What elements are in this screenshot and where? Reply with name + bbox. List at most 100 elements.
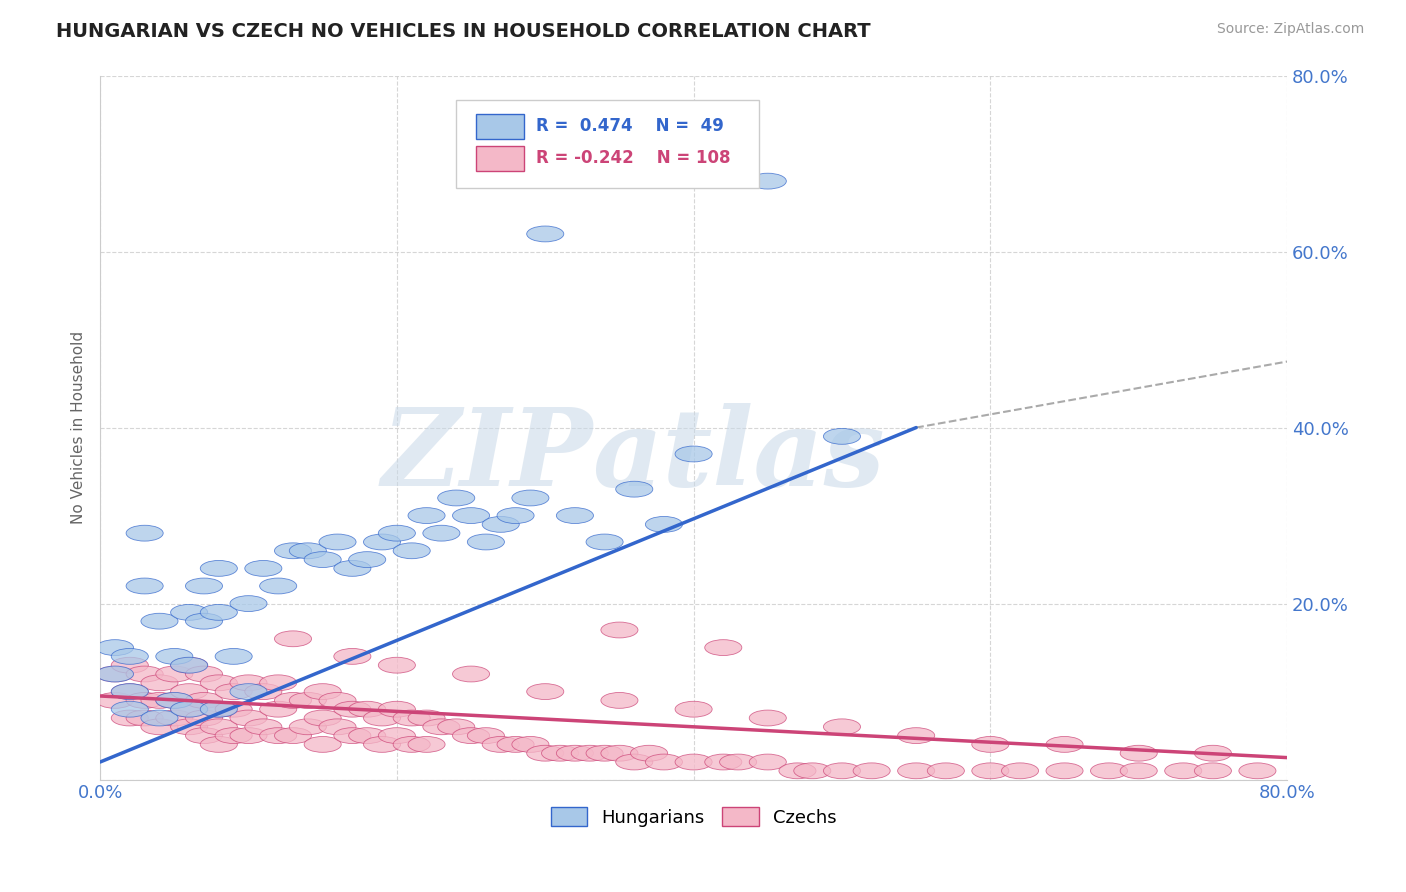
Ellipse shape <box>423 525 460 541</box>
Ellipse shape <box>378 701 415 717</box>
Ellipse shape <box>749 710 786 726</box>
Ellipse shape <box>467 534 505 549</box>
Ellipse shape <box>170 683 208 699</box>
Ellipse shape <box>260 675 297 690</box>
Ellipse shape <box>274 692 312 708</box>
Ellipse shape <box>215 648 252 665</box>
Ellipse shape <box>141 719 179 735</box>
Ellipse shape <box>600 622 638 638</box>
Ellipse shape <box>364 737 401 752</box>
Ellipse shape <box>437 490 475 506</box>
Ellipse shape <box>1046 737 1083 752</box>
Ellipse shape <box>200 701 238 717</box>
Ellipse shape <box>897 728 935 744</box>
Ellipse shape <box>127 525 163 541</box>
Ellipse shape <box>675 446 713 462</box>
Ellipse shape <box>186 728 222 744</box>
Ellipse shape <box>245 683 281 699</box>
Ellipse shape <box>600 746 638 761</box>
Text: Source: ZipAtlas.com: Source: ZipAtlas.com <box>1216 22 1364 37</box>
Ellipse shape <box>200 560 238 576</box>
Ellipse shape <box>304 737 342 752</box>
Ellipse shape <box>645 516 682 533</box>
Ellipse shape <box>824 428 860 444</box>
Ellipse shape <box>394 543 430 558</box>
Ellipse shape <box>467 728 505 744</box>
Ellipse shape <box>200 737 238 752</box>
Ellipse shape <box>972 763 1010 779</box>
Ellipse shape <box>557 508 593 524</box>
Ellipse shape <box>571 746 609 761</box>
Ellipse shape <box>600 692 638 708</box>
Ellipse shape <box>794 763 831 779</box>
Ellipse shape <box>1194 746 1232 761</box>
Ellipse shape <box>215 728 252 744</box>
Ellipse shape <box>333 648 371 665</box>
Ellipse shape <box>333 728 371 744</box>
Ellipse shape <box>1121 746 1157 761</box>
Ellipse shape <box>437 719 475 735</box>
Ellipse shape <box>512 490 548 506</box>
Ellipse shape <box>111 701 149 717</box>
Ellipse shape <box>290 692 326 708</box>
Ellipse shape <box>645 754 682 770</box>
Ellipse shape <box>274 631 312 647</box>
Ellipse shape <box>557 746 593 761</box>
Ellipse shape <box>972 737 1010 752</box>
Ellipse shape <box>156 648 193 665</box>
Ellipse shape <box>170 719 208 735</box>
Ellipse shape <box>245 719 281 735</box>
Ellipse shape <box>274 543 312 558</box>
Ellipse shape <box>156 692 193 708</box>
Ellipse shape <box>630 746 668 761</box>
Ellipse shape <box>394 737 430 752</box>
Ellipse shape <box>527 746 564 761</box>
Ellipse shape <box>186 710 222 726</box>
Ellipse shape <box>170 701 208 717</box>
Ellipse shape <box>897 763 935 779</box>
Bar <box>477 114 524 139</box>
Ellipse shape <box>928 763 965 779</box>
Ellipse shape <box>141 614 179 629</box>
Ellipse shape <box>824 719 860 735</box>
Ellipse shape <box>231 710 267 726</box>
Ellipse shape <box>127 666 163 681</box>
Ellipse shape <box>1239 763 1277 779</box>
Ellipse shape <box>200 701 238 717</box>
Ellipse shape <box>319 719 356 735</box>
Ellipse shape <box>260 578 297 594</box>
Ellipse shape <box>260 728 297 744</box>
Ellipse shape <box>378 525 415 541</box>
Ellipse shape <box>170 657 208 673</box>
Ellipse shape <box>274 728 312 744</box>
Ellipse shape <box>704 754 742 770</box>
Ellipse shape <box>1091 763 1128 779</box>
Ellipse shape <box>512 737 548 752</box>
Ellipse shape <box>616 482 652 497</box>
Ellipse shape <box>779 763 815 779</box>
Ellipse shape <box>231 596 267 612</box>
Ellipse shape <box>186 578 222 594</box>
Ellipse shape <box>482 737 519 752</box>
Ellipse shape <box>496 508 534 524</box>
Ellipse shape <box>349 701 385 717</box>
FancyBboxPatch shape <box>456 100 759 188</box>
Ellipse shape <box>720 754 756 770</box>
Ellipse shape <box>527 226 564 242</box>
Ellipse shape <box>482 516 519 533</box>
Ellipse shape <box>186 614 222 629</box>
Ellipse shape <box>97 692 134 708</box>
Ellipse shape <box>824 763 860 779</box>
Ellipse shape <box>170 657 208 673</box>
Ellipse shape <box>186 666 222 681</box>
Ellipse shape <box>200 675 238 690</box>
Ellipse shape <box>200 605 238 620</box>
Ellipse shape <box>304 551 342 567</box>
Ellipse shape <box>675 754 713 770</box>
Ellipse shape <box>97 666 134 681</box>
Ellipse shape <box>156 692 193 708</box>
Ellipse shape <box>1001 763 1039 779</box>
Ellipse shape <box>111 657 149 673</box>
Ellipse shape <box>364 534 401 549</box>
Ellipse shape <box>853 763 890 779</box>
